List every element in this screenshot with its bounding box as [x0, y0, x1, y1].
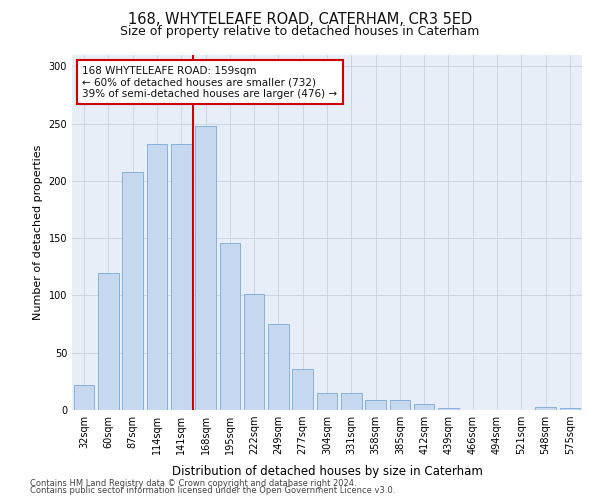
Bar	[122, 172, 143, 410]
Bar	[195, 126, 216, 410]
Bar	[560, 408, 580, 410]
X-axis label: Distribution of detached houses by size in Caterham: Distribution of detached houses by size …	[172, 466, 482, 478]
Bar	[365, 400, 386, 410]
Text: Contains HM Land Registry data © Crown copyright and database right 2024.: Contains HM Land Registry data © Crown c…	[30, 478, 356, 488]
Bar	[74, 385, 94, 410]
Bar	[146, 144, 167, 410]
Bar	[414, 404, 434, 410]
Bar	[171, 144, 191, 410]
Text: Contains public sector information licensed under the Open Government Licence v3: Contains public sector information licen…	[30, 486, 395, 495]
Bar	[317, 393, 337, 410]
Bar	[389, 400, 410, 410]
Bar	[341, 393, 362, 410]
Y-axis label: Number of detached properties: Number of detached properties	[33, 145, 43, 320]
Bar	[98, 272, 119, 410]
Bar	[268, 324, 289, 410]
Bar	[438, 408, 459, 410]
Text: Size of property relative to detached houses in Caterham: Size of property relative to detached ho…	[121, 25, 479, 38]
Bar	[220, 243, 240, 410]
Text: 168, WHYTELEAFE ROAD, CATERHAM, CR3 5ED: 168, WHYTELEAFE ROAD, CATERHAM, CR3 5ED	[128, 12, 472, 28]
Text: 168 WHYTELEAFE ROAD: 159sqm
← 60% of detached houses are smaller (732)
39% of se: 168 WHYTELEAFE ROAD: 159sqm ← 60% of det…	[82, 66, 337, 99]
Bar	[244, 294, 265, 410]
Bar	[292, 369, 313, 410]
Bar	[535, 406, 556, 410]
